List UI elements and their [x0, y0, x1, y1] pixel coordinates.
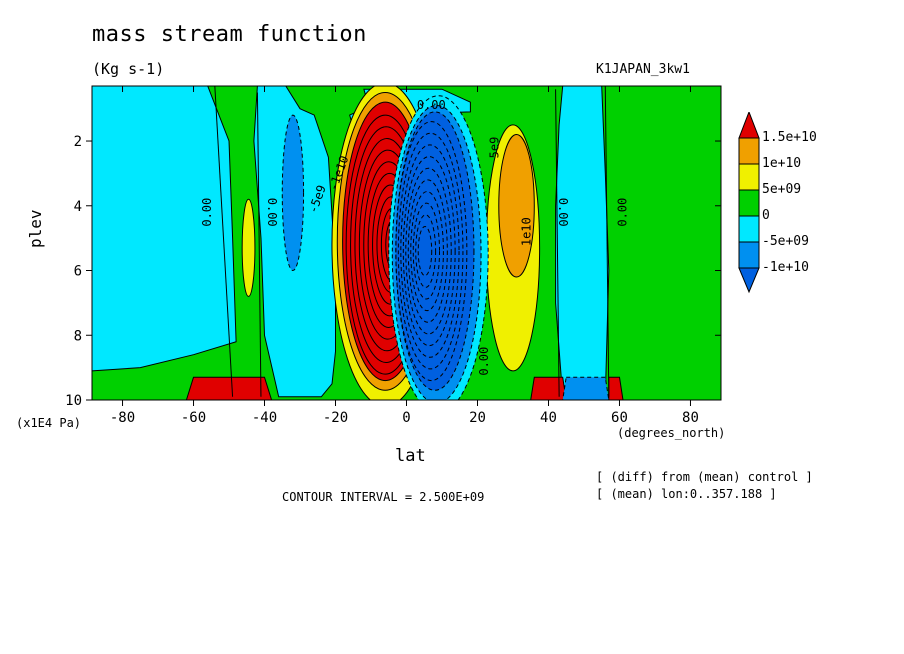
surface-positive-north — [530, 376, 567, 400]
contour-interval: CONTOUR INTERVAL = 2.500E+09 — [282, 490, 485, 504]
x-tick-label: -20 — [323, 410, 348, 426]
contour-label: 5e9 — [488, 137, 502, 159]
contour-label: 0.00 — [556, 198, 570, 227]
contour-label: 1e10 — [520, 217, 534, 246]
contour-label: 0.00 — [477, 347, 491, 376]
legend-swatch — [738, 163, 760, 191]
note-diff: [ (diff) from (mean) control ] — [596, 470, 813, 484]
surface-negative-north — [562, 376, 610, 400]
note-mean: [ (mean) lon:0..357.188 ] — [596, 487, 777, 501]
northern-cell-contour — [407, 179, 448, 323]
northern-cell-contour — [402, 156, 456, 347]
legend-swatch-min — [738, 267, 760, 294]
northern-cell-contour — [415, 214, 437, 288]
chart-title: mass stream function — [92, 22, 367, 47]
color-legend — [738, 112, 760, 294]
legend-swatch — [738, 241, 760, 269]
contour-label: 0.00 — [417, 98, 446, 112]
x-axis-units: (degrees_north) — [617, 426, 726, 440]
x-tick-label: 60 — [611, 410, 628, 426]
northern-cell-contour — [400, 144, 460, 358]
y-axis-units: (x1E4 Pa) — [16, 416, 82, 430]
run-id: K1JAPAN_3kw1 — [596, 62, 690, 77]
legend-label: 1e+10 — [762, 156, 802, 171]
legend-swatch — [738, 137, 760, 165]
south-small-positive — [241, 198, 256, 297]
legend-swatch — [738, 189, 760, 217]
y-tick-label: 8 — [74, 328, 82, 344]
north-secondary-positive-inner — [498, 134, 535, 278]
south-secondary-negative — [281, 114, 305, 272]
legend-label: -1e+10 — [762, 260, 809, 275]
northern-cell-contour — [410, 191, 444, 312]
x-tick-label: -60 — [181, 410, 206, 426]
zero-contour — [555, 89, 560, 397]
northern-cell-contour — [412, 202, 441, 300]
northern-cell-contour — [395, 121, 468, 382]
south-polar-negative — [92, 86, 237, 372]
y-tick-label: 6 — [74, 264, 82, 280]
x-tick-label: -80 — [110, 410, 135, 426]
zero-contour — [256, 92, 262, 397]
northern-cell-contour — [405, 167, 452, 335]
contour-label: 0.00 — [616, 198, 630, 227]
x-tick-label: 80 — [682, 410, 699, 426]
legend-label: 1.5e+10 — [762, 130, 817, 145]
zero-contour — [604, 86, 610, 397]
chart-units: (Kg s-1) — [92, 60, 165, 78]
legend-label: 0 — [762, 208, 770, 223]
northern-cell-contour — [417, 225, 433, 277]
zero-contour — [214, 86, 234, 397]
y-axis: 2 4 6 8 10 — [65, 134, 721, 409]
x-tick-label: 40 — [540, 410, 557, 426]
legend-label: 5e+09 — [762, 182, 802, 197]
legend-label: -5e+09 — [762, 234, 809, 249]
x-tick-label: 20 — [469, 410, 486, 426]
northern-cell-contour — [397, 132, 464, 370]
y-tick-label: 2 — [74, 134, 82, 150]
legend-swatch — [738, 215, 760, 243]
surface-positive-south — [185, 376, 273, 400]
x-tick-label: 0 — [402, 410, 410, 426]
north-subtropical-negative — [555, 86, 610, 398]
y-tick-label: 4 — [74, 199, 82, 215]
filled-contours — [92, 86, 721, 400]
x-axis-label: lat — [395, 446, 426, 466]
contour-label: 0.00 — [200, 198, 214, 227]
x-axis: -80 -60 -40 -20 0 20 40 60 80 — [110, 86, 699, 426]
legend-swatch-max — [738, 112, 760, 139]
y-tick-label: 10 — [65, 393, 82, 409]
contour-label: 0.00 — [265, 198, 279, 227]
x-tick-label: -40 — [252, 410, 277, 426]
